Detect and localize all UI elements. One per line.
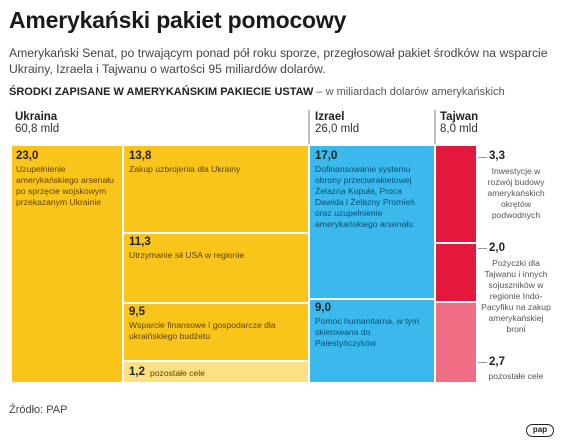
group-name: Tajwan: [440, 111, 479, 123]
block-value: 9,5: [129, 306, 145, 318]
block-value: 9,0: [315, 302, 331, 314]
leader-tick: [478, 248, 487, 249]
block-label: Wsparcie finansowe i gospodarcze dla ukr…: [129, 320, 276, 341]
block-label: Dofinansowanie systemu obrony przeciwrak…: [315, 164, 415, 229]
lead-text: Amerykański Senat, po trwającym ponad pó…: [9, 46, 548, 76]
group-divider: [308, 110, 310, 144]
block-label: pozostałe cele: [150, 368, 205, 378]
group-total: 26,0 mld: [315, 123, 360, 135]
block-value: 2,0: [489, 242, 505, 254]
block-value: 17,0: [315, 150, 338, 162]
block-value: 1,2: [129, 366, 145, 378]
leader-tick: [478, 362, 487, 363]
block-value: 23,0: [16, 150, 39, 162]
block-label: Pomoc humanitarna, w tym skierowana do P…: [315, 316, 420, 348]
group-total: 60,8 mld: [15, 123, 60, 135]
group-header-tajwan: Tajwan 8,0 mld: [440, 111, 478, 135]
block-label: pozostałe cele: [488, 371, 544, 381]
treemap-block-tajwan-2: [436, 244, 476, 301]
block-label: Pożyczki dla Tajwanu i innych sojusznikó…: [481, 258, 551, 334]
subheading-label: ŚRODKI ZAPISANE W AMERYKAŃSKIM PAKIECIE …: [9, 86, 314, 98]
group-name: Ukraina: [15, 111, 58, 123]
treemap-block-tajwan-3-3: [436, 146, 476, 242]
treemap-block-izrael-17: [310, 146, 434, 298]
block-value: 3,3: [489, 150, 505, 162]
group-header-izrael: Izrael 26,0 mld: [315, 111, 359, 135]
treemap-block-ukraina-11-3: [124, 234, 308, 302]
block-label: Uzupełnienie amerykańskiego arsenału po …: [16, 164, 114, 207]
chart-subheading: ŚRODKI ZAPISANE W AMERYKAŃSKIM PAKIECIE …: [9, 86, 505, 98]
block-label: Zakup uzbrojenia dla Ukrainy: [129, 164, 241, 174]
leader-tick: [478, 157, 487, 158]
treemap-block-tajwan-2-7: [436, 303, 476, 382]
block-label: Utrzymanie sił USA w regionie: [129, 250, 245, 260]
group-total: 8,0 mld: [440, 123, 478, 135]
block-value: 2,7: [489, 356, 505, 368]
treemap-block-izrael-9: [310, 300, 434, 382]
block-label: Inwestycje w rozwój budowy amerykańskich…: [487, 166, 545, 220]
page-title: Amerykański pakiet pomocowy: [9, 7, 347, 33]
group-name: Izrael: [315, 111, 345, 123]
group-header-ukraina: Ukraina 60,8 mld: [15, 111, 59, 135]
treemap-block-ukraina-13-8: [124, 146, 308, 232]
treemap-block-ukraina-9-5: [124, 304, 308, 360]
block-value: 11,3: [129, 236, 151, 248]
treemap-block-ukraina-1-2: [124, 362, 308, 382]
treemap-block-ukraina-23: [12, 146, 122, 382]
source-note: Źródło: PAP: [9, 404, 68, 416]
pap-logo: pap: [526, 424, 554, 437]
block-value: 13,8: [129, 150, 152, 162]
group-divider: [434, 110, 436, 144]
subheading-unit: – w miliardach dolarów amerykańskich: [313, 86, 505, 98]
